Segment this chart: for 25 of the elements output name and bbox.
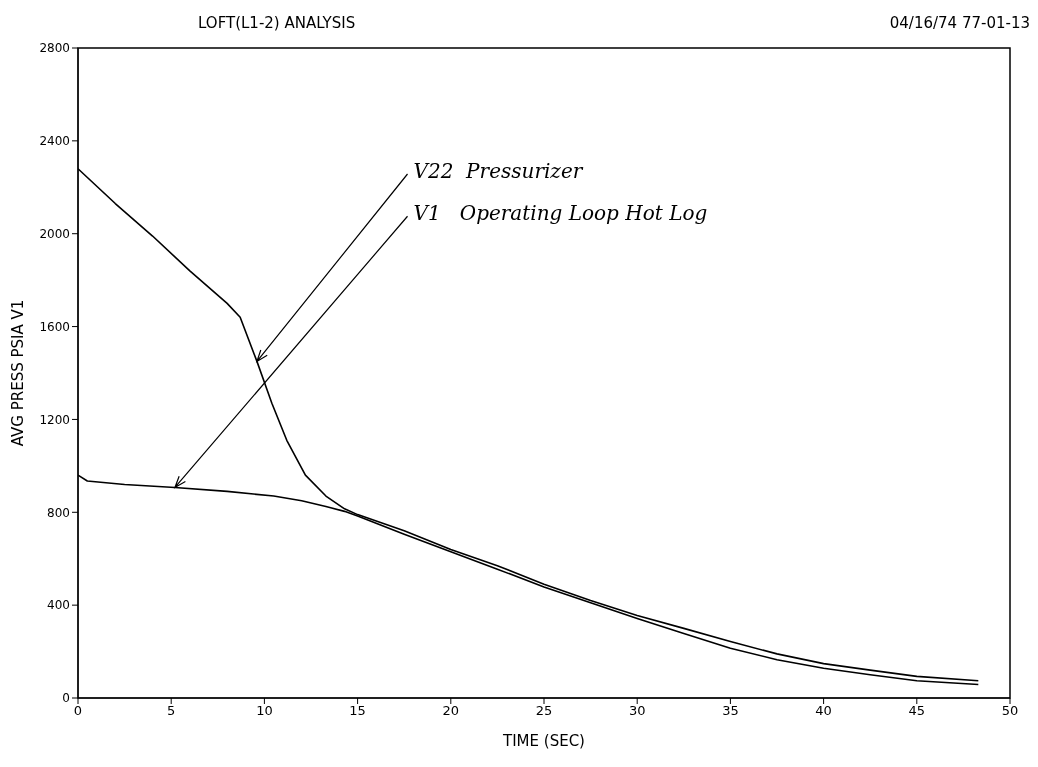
x-tick-label: 40 <box>815 703 832 719</box>
x-tick-label: 20 <box>442 703 460 719</box>
x-tick-label: 5 <box>167 703 176 719</box>
chart-title: LOFT(L1-2) ANALYSIS <box>198 14 356 32</box>
y-axis-title: AVG PRESS PSIA V1 <box>9 299 28 447</box>
x-tick-label: 45 <box>908 703 926 719</box>
x-tick-label: 10 <box>256 703 273 719</box>
x-tick-label: 25 <box>535 703 553 719</box>
annotation: V1 Operating Loop Hot Log <box>413 201 708 226</box>
x-tick-label: 35 <box>722 703 739 719</box>
x-tick-label: 0 <box>73 703 83 719</box>
y-tick-label: 800 <box>47 505 70 520</box>
x-tick-label: 50 <box>1001 703 1019 719</box>
x-axis-title: TIME (SEC) <box>502 732 585 750</box>
y-tick-label: 2800 <box>39 41 70 56</box>
y-tick-label: 1600 <box>39 319 70 334</box>
y-tick-label: 1200 <box>39 412 70 427</box>
x-tick-label: 30 <box>628 703 646 719</box>
y-tick-label: 2400 <box>39 134 70 149</box>
x-tick-label: 15 <box>349 703 366 719</box>
annotation: V22 Pressurizer <box>413 159 584 183</box>
y-tick-label: 400 <box>47 598 70 613</box>
y-tick-label: 0 <box>62 691 70 706</box>
y-tick-label: 2000 <box>39 226 70 241</box>
chart-subtitle: 04/16/74 77-01-13 <box>889 14 1030 32</box>
